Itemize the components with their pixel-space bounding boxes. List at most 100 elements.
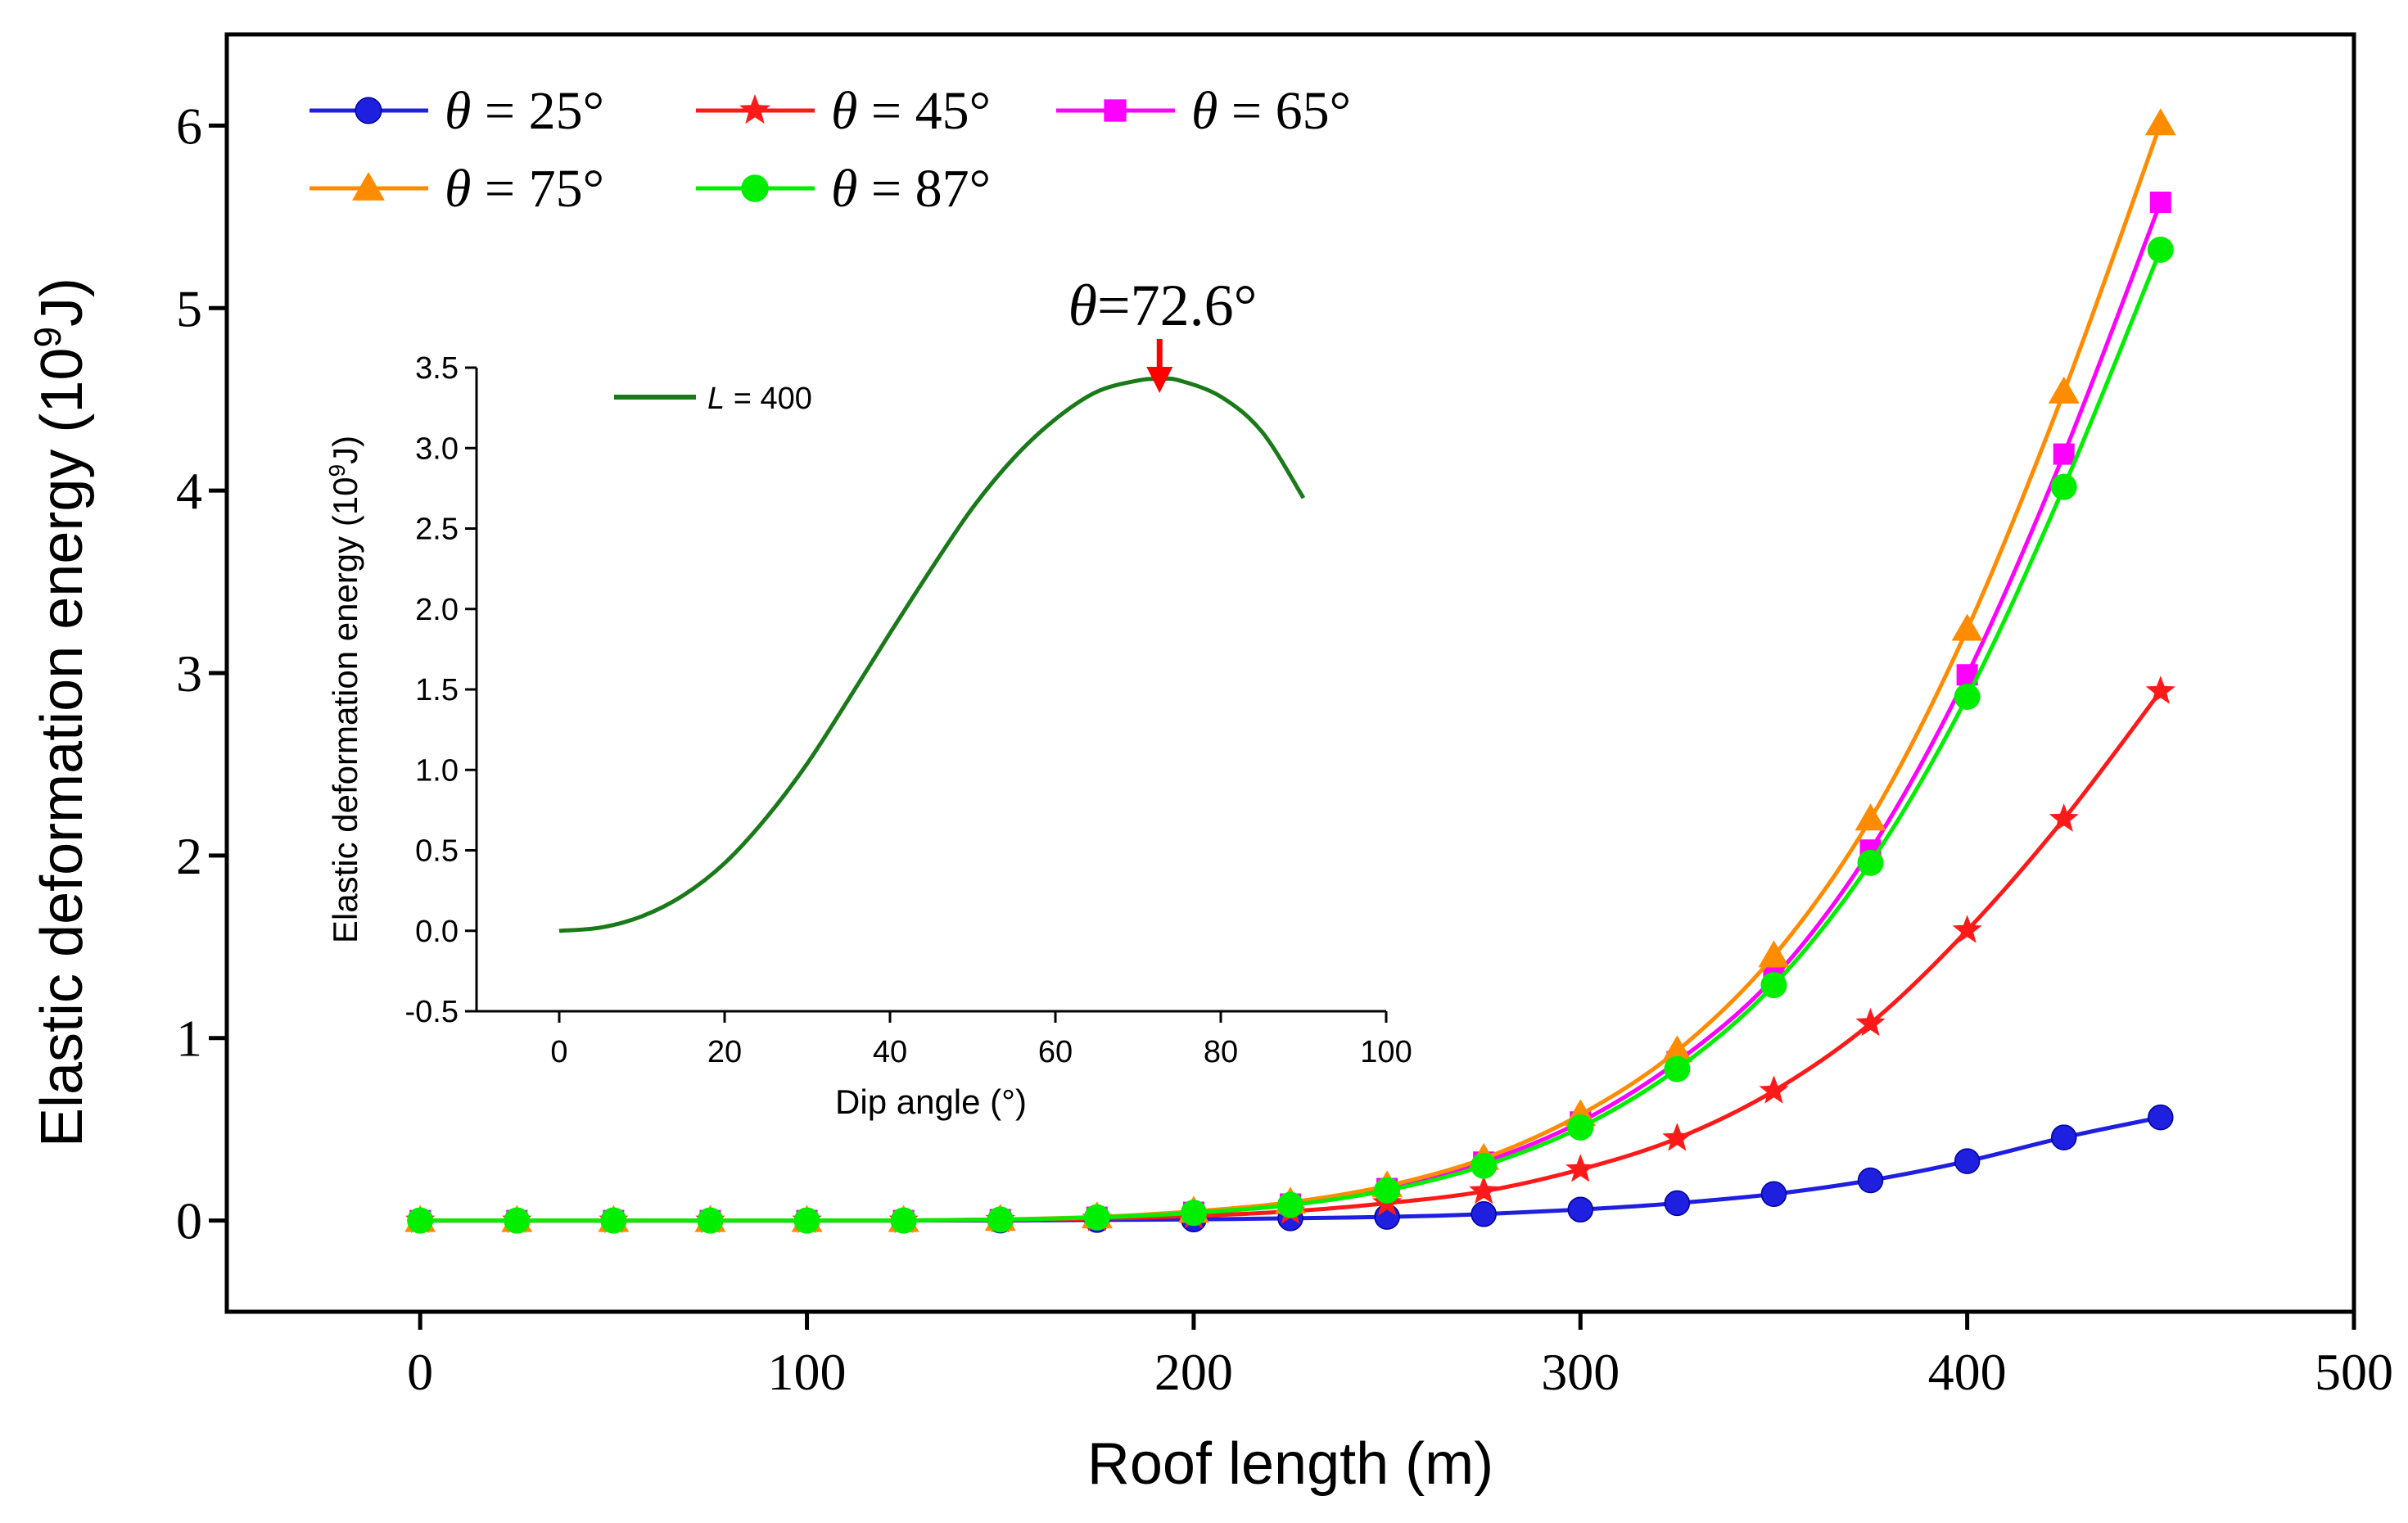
legend-symbol: θ <box>1191 81 1218 141</box>
data-point <box>1664 1055 1691 1082</box>
data-point <box>1951 613 1983 641</box>
inset-y-axis-title-tail: J) <box>326 436 364 464</box>
data-point <box>890 1207 917 1234</box>
inset-y-tick-label: 1.0 <box>415 753 459 788</box>
legend-marker <box>1104 99 1127 122</box>
inset-y-tick-label: 2.0 <box>415 593 459 627</box>
y-axis-title-sup: 9 <box>26 327 69 348</box>
data-point <box>407 1207 434 1234</box>
peak-annotation-value: =72.6° <box>1097 273 1257 338</box>
data-point <box>1661 1035 1693 1063</box>
legend-marker <box>355 97 382 124</box>
legend-item: θ = 75° <box>309 159 604 219</box>
y-tick-label: 0 <box>176 1192 202 1250</box>
data-point <box>1857 849 1884 876</box>
data-point <box>1954 1148 1981 1174</box>
data-point <box>2048 376 2080 404</box>
legend-symbol: θ <box>831 159 857 219</box>
series-theta-75 <box>404 108 2176 1232</box>
series-theta-45 <box>405 676 2175 1233</box>
inset-y-tick-label: 3.0 <box>415 432 459 466</box>
legend-symbol: θ <box>445 81 471 141</box>
y-tick-label: 5 <box>176 279 202 337</box>
data-point <box>1758 940 1790 968</box>
data-point <box>2145 676 2175 704</box>
data-point <box>2147 236 2174 263</box>
data-point <box>2144 108 2176 136</box>
data-point <box>1469 1175 1499 1204</box>
legend-marker <box>741 174 769 202</box>
data-point <box>1471 1201 1497 1227</box>
main-series-group <box>404 108 2176 1234</box>
inset-x-tick-label: 100 <box>1360 1035 1412 1069</box>
legend-value: = 87° <box>857 159 991 219</box>
data-point <box>600 1207 627 1234</box>
legend-item: θ = 87° <box>696 159 991 219</box>
x-tick-label: 300 <box>1541 1343 1620 1401</box>
legend-label: θ = 25° <box>445 81 604 141</box>
data-point <box>1180 1200 1207 1227</box>
data-point <box>1855 1007 1886 1037</box>
data-point <box>2050 473 2077 500</box>
data-point <box>2149 192 2171 214</box>
legend-symbol: θ <box>831 81 857 141</box>
data-point <box>697 1207 724 1234</box>
data-point <box>1760 972 1787 999</box>
data-point <box>2049 803 2079 832</box>
x-tick-label: 200 <box>1154 1343 1233 1401</box>
data-point <box>1567 1196 1594 1222</box>
data-point <box>1662 1123 1692 1151</box>
data-point <box>1664 1190 1691 1217</box>
peak-annotation-symbol: θ <box>1068 273 1097 338</box>
data-point <box>793 1207 820 1234</box>
legend-value: = 45° <box>857 81 991 141</box>
y-tick-label: 4 <box>176 462 202 520</box>
inset-chart: 0 20 40 60 80 100 -0.5 0.0 0.5 1.0 1.5 2.0 2.5 3.0 3.5… <box>324 273 1412 1121</box>
y-axis-title: Elastic deformation energy (109J) <box>26 278 95 1147</box>
inset-x-tick-label: 20 <box>707 1035 742 1069</box>
inset-axis-ticks: 0 20 40 60 80 100 -0.5 0.0 0.5 1.0 1.5 2.0 2.5 3.0 3.5 <box>405 351 1412 1069</box>
y-tick-label: 3 <box>176 644 202 703</box>
data-point <box>2148 1104 2174 1131</box>
legend-value: = 75° <box>471 159 604 219</box>
data-point <box>1952 915 1982 943</box>
data-point <box>1277 1191 1303 1218</box>
data-point <box>1760 1181 1787 1208</box>
data-point <box>504 1207 531 1234</box>
legend-label: θ = 87° <box>831 159 991 219</box>
y-tick-label: 6 <box>176 97 202 155</box>
inset-y-tick-label: -0.5 <box>405 995 459 1029</box>
legend-item: θ = 45° <box>696 81 991 141</box>
y-axis-title-tail: J) <box>29 278 95 327</box>
legend-marker <box>739 94 770 124</box>
inset-series-line <box>558 376 1306 933</box>
inset-y-tick-label: 2.5 <box>415 513 459 547</box>
legend-label: θ = 45° <box>831 81 991 141</box>
y-tick-label: 1 <box>176 1010 202 1068</box>
data-point <box>2053 443 2075 465</box>
peak-annotation: θ=72.6° <box>1068 273 1257 393</box>
data-point <box>2050 1124 2077 1150</box>
data-point <box>1954 683 1981 710</box>
inset-y-tick-label: 1.5 <box>415 673 459 707</box>
data-point <box>1374 1177 1401 1204</box>
inset-y-tick-label: 0.0 <box>415 915 459 949</box>
inset-legend-label-value: = 400 <box>725 382 812 416</box>
data-point <box>1855 803 1886 831</box>
inset-legend: L = 400 <box>614 382 812 416</box>
peak-arrow-head <box>1146 367 1173 393</box>
series-line <box>420 201 2163 1223</box>
inset-x-tick-label: 80 <box>1204 1035 1238 1069</box>
series-theta-65 <box>409 192 2171 1232</box>
inset-x-tick-label: 0 <box>550 1035 567 1069</box>
inset-x-tick-label: 60 <box>1038 1035 1073 1069</box>
inset-y-tick-label: 0.5 <box>415 834 459 869</box>
x-tick-label: 400 <box>1928 1343 2007 1401</box>
inset-y-axis-title: Elastic deformation energy (109J) <box>324 436 364 943</box>
x-tick-label: 100 <box>768 1343 847 1401</box>
data-point <box>1857 1167 1884 1194</box>
main-plot-frame <box>224 32 2356 1314</box>
x-tick-label: 500 <box>2315 1343 2393 1401</box>
inset-series-group <box>558 376 1306 933</box>
